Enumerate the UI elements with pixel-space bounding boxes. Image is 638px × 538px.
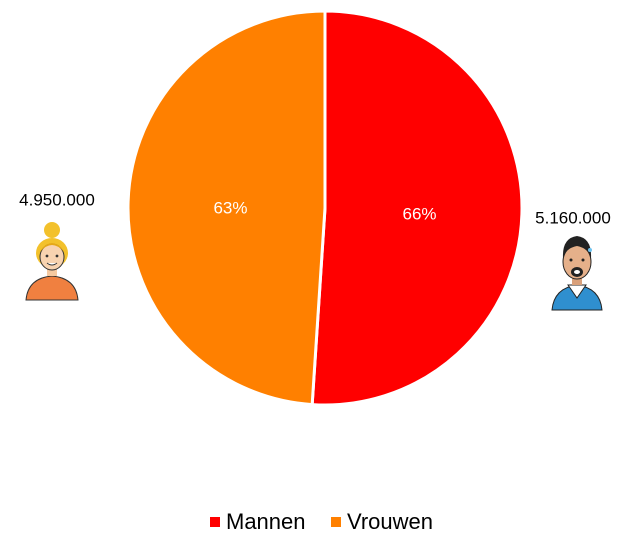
- legend-label: Mannen: [226, 509, 306, 534]
- chart: 66% 63% 5.160.000 4.950.000 Mannen Vrouwen: [0, 0, 638, 538]
- value-label: 5.160.000: [535, 208, 611, 227]
- man-icon: [552, 236, 602, 310]
- slice-label: 66%: [402, 205, 436, 224]
- value-label: 4.950.000: [19, 190, 95, 209]
- legend-label: Vrouwen: [347, 509, 433, 534]
- legend-swatch: [331, 517, 341, 527]
- slice-label: 63%: [213, 198, 247, 217]
- woman-icon: [26, 222, 78, 300]
- legend-swatch: [210, 517, 220, 527]
